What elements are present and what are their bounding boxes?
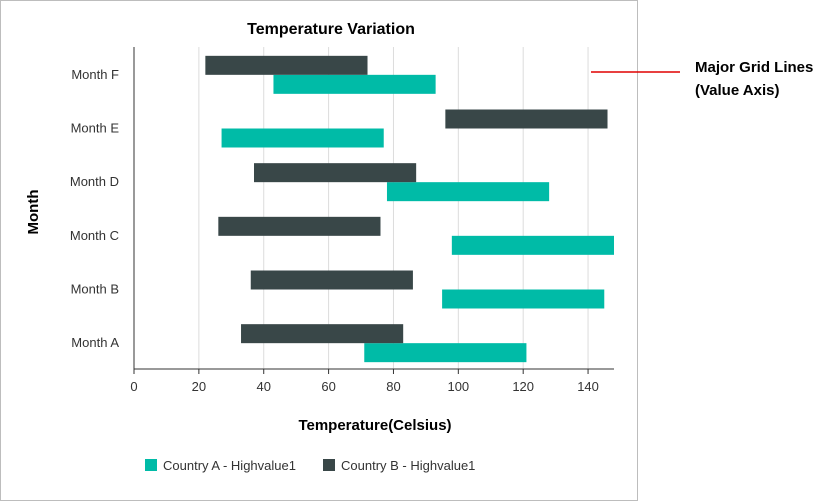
y-tick-label: Month C	[70, 228, 119, 243]
legend-label-country-a: Country A - Highvalue1	[163, 458, 296, 473]
grid-lines	[198, 47, 589, 369]
legend: Country A - Highvalue1 Country B - Highv…	[145, 458, 475, 473]
x-tick-label: 120	[512, 379, 534, 394]
bar-country-a	[451, 235, 614, 255]
bar-country-a	[442, 289, 605, 309]
bar-country-a	[386, 182, 550, 202]
legend-swatch-country-b	[323, 459, 335, 471]
bar-country-b	[254, 163, 417, 183]
y-axis-title: Month	[25, 190, 42, 235]
x-tick-label: 40	[256, 379, 270, 394]
y-tick-label: Month E	[71, 121, 120, 136]
x-tick-label: 0	[130, 379, 137, 394]
bar-country-a	[221, 128, 384, 148]
legend-label-country-b: Country B - Highvalue1	[341, 458, 475, 473]
x-tick-label: 140	[577, 379, 599, 394]
bar-country-a	[364, 343, 527, 363]
y-tick-label: Month D	[70, 174, 119, 189]
y-tick-label: Month B	[71, 282, 119, 297]
bar-country-b	[205, 55, 368, 75]
legend-swatch-country-a	[145, 459, 157, 471]
chart-title: Temperature Variation	[247, 21, 415, 38]
callout-label-line-2: (Value Axis)	[695, 82, 779, 99]
x-tick-label: 100	[447, 379, 469, 394]
axes: 0 20 40 60 80 100 120 140 Month A Month B Month C M…	[70, 47, 614, 394]
x-tick-label: 80	[386, 379, 400, 394]
bar-country-a	[273, 74, 436, 94]
bars	[205, 55, 614, 363]
x-axis-title: Temperature(Celsius)	[298, 417, 451, 434]
callout-label-line-1: Major Grid Lines	[695, 59, 813, 76]
bar-country-b	[445, 109, 608, 129]
bar-country-b	[218, 216, 381, 236]
x-tick-label: 20	[192, 379, 206, 394]
grid-lines-callout: Major Grid Lines (Value Axis)	[591, 59, 813, 99]
bar-country-b	[241, 324, 404, 344]
y-tick-label: Month A	[71, 335, 119, 350]
bar-country-b	[250, 270, 413, 290]
y-tick-label: Month F	[71, 67, 119, 82]
x-tick-label: 60	[321, 379, 335, 394]
